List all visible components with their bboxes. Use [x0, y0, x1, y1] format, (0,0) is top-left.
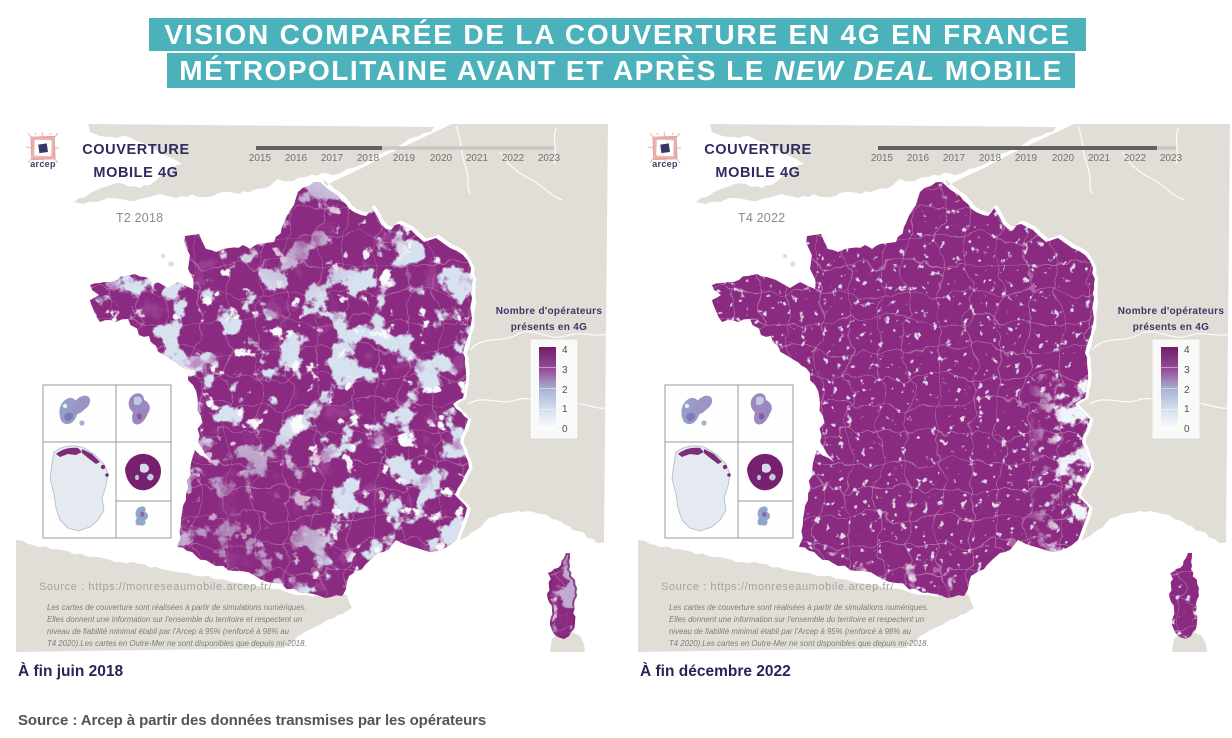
- svg-text:2020: 2020: [1052, 153, 1075, 164]
- svg-text:0: 0: [562, 424, 568, 435]
- svg-text:Nombre d'opérateurs: Nombre d'opérateurs: [496, 306, 603, 317]
- svg-text:2015: 2015: [249, 153, 272, 164]
- svg-text:niveau de fiabilité minimal ét: niveau de fiabilité minimal établi par l…: [47, 627, 290, 636]
- svg-text:3: 3: [1184, 365, 1190, 376]
- svg-text:2015: 2015: [871, 153, 894, 164]
- svg-text:2021: 2021: [1088, 153, 1111, 164]
- svg-text:2020: 2020: [430, 153, 453, 164]
- svg-text:T4 2020).Les cartes en Outre-M: T4 2020).Les cartes en Outre-Mer ne sont…: [47, 639, 307, 648]
- svg-text:2019: 2019: [393, 153, 416, 164]
- svg-text:MOBILE 4G: MOBILE 4G: [93, 165, 178, 181]
- svg-text:Les cartes de couverture sont: Les cartes de couverture sont réalisées …: [669, 603, 929, 612]
- svg-text:T4 2022: T4 2022: [738, 211, 785, 225]
- svg-text:2018: 2018: [357, 153, 380, 164]
- svg-text:Elles donnent une information: Elles donnent une information sur l'ense…: [669, 615, 924, 624]
- svg-text:présents en 4G: présents en 4G: [1133, 322, 1209, 333]
- svg-text:2018: 2018: [979, 153, 1002, 164]
- svg-text:2017: 2017: [943, 153, 966, 164]
- svg-text:niveau de fiabilité minimal ét: niveau de fiabilité minimal établi par l…: [669, 627, 912, 636]
- svg-text:2017: 2017: [321, 153, 344, 164]
- svg-text:2: 2: [1184, 385, 1190, 396]
- svg-text:arcep: arcep: [652, 159, 678, 169]
- svg-text:2022: 2022: [502, 153, 525, 164]
- svg-text:2016: 2016: [907, 153, 930, 164]
- svg-text:2023: 2023: [538, 153, 561, 164]
- svg-text:COUVERTURE: COUVERTURE: [704, 142, 812, 158]
- svg-text:2: 2: [562, 385, 568, 396]
- svg-text:Nombre d'opérateurs: Nombre d'opérateurs: [1118, 306, 1225, 317]
- svg-text:présents en 4G: présents en 4G: [511, 322, 587, 333]
- svg-text:Les cartes de couverture sont: Les cartes de couverture sont réalisées …: [47, 603, 307, 612]
- svg-text:Source : https://monreseaumobi: Source : https://monreseaumobile.arcep.f…: [661, 581, 894, 593]
- svg-text:3: 3: [562, 365, 568, 376]
- svg-text:2023: 2023: [1160, 153, 1183, 164]
- svg-text:4: 4: [562, 345, 568, 356]
- svg-text:2021: 2021: [466, 153, 489, 164]
- svg-text:4: 4: [1184, 345, 1190, 356]
- svg-text:2019: 2019: [1015, 153, 1038, 164]
- svg-text:T2 2018: T2 2018: [116, 211, 163, 225]
- svg-text:T4 2020).Les cartes en Outre-M: T4 2020).Les cartes en Outre-Mer ne sont…: [669, 639, 929, 648]
- svg-text:1: 1: [562, 404, 568, 415]
- svg-text:arcep: arcep: [30, 159, 56, 169]
- svg-text:2022: 2022: [1124, 153, 1147, 164]
- svg-text:Elles donnent une information: Elles donnent une information sur l'ense…: [47, 615, 302, 624]
- svg-text:Source : https://monreseaumobi: Source : https://monreseaumobile.arcep.f…: [39, 581, 272, 593]
- svg-text:1: 1: [1184, 404, 1190, 415]
- svg-text:2016: 2016: [285, 153, 308, 164]
- svg-text:0: 0: [1184, 424, 1190, 435]
- svg-text:COUVERTURE: COUVERTURE: [82, 142, 190, 158]
- svg-text:MOBILE 4G: MOBILE 4G: [715, 165, 800, 181]
